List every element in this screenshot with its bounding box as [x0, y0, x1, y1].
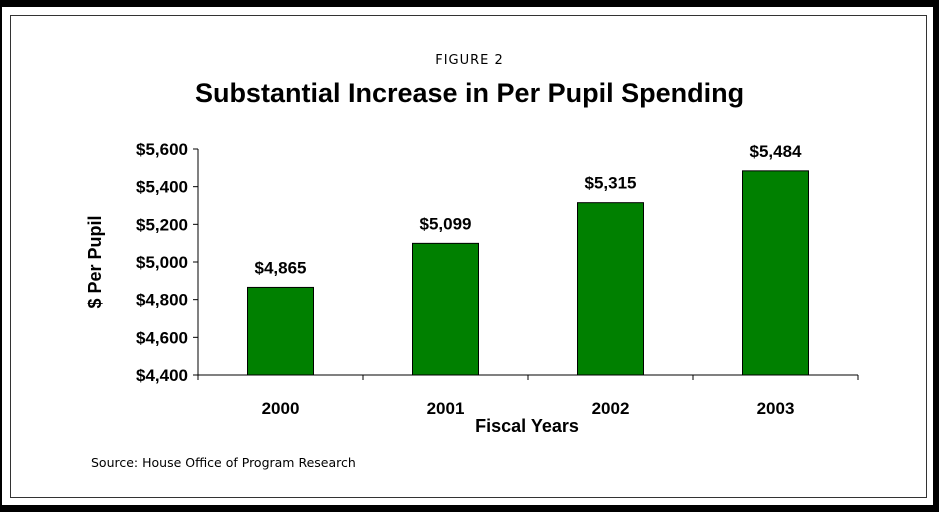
x-axis: 2000 2001 2002 2003	[197, 374, 859, 418]
y-tick-label: $4,400	[136, 366, 188, 385]
x-tick-label-2001: 2001	[427, 399, 465, 418]
bar-2003	[742, 170, 809, 376]
source-note: Source: House Office of Program Research	[91, 455, 356, 470]
x-tick-label-2003: 2003	[757, 399, 795, 418]
x-tick-label-2000: 2000	[262, 399, 300, 418]
bar-2001	[412, 242, 479, 376]
bar-2000	[247, 286, 314, 376]
y-tick-label: $5,400	[136, 178, 188, 197]
x-tick-label-2002: 2002	[592, 399, 630, 418]
data-label-2003: $5,484	[750, 142, 803, 161]
data-label-2000: $4,865	[255, 258, 307, 277]
y-tick-label: $5,000	[136, 253, 188, 272]
x-axis-title: Fiscal Years	[475, 416, 579, 436]
chart-title: Substantial Increase in Per Pupil Spendi…	[194, 78, 745, 108]
y-axis: $4,400 $4,600 $4,800 $5,000 $5,200 $5,400 $5,6…	[136, 140, 199, 385]
bars	[247, 170, 809, 376]
bar-2002	[577, 202, 644, 376]
data-label-2001: $5,099	[420, 214, 472, 233]
data-label-2002: $5,315	[585, 174, 637, 193]
figure-label: FIGURE 2	[435, 53, 504, 68]
data-labels: $4,865 $5,099 $5,315 $5,484	[255, 142, 803, 278]
chart-area-border	[10, 15, 927, 498]
y-tick-label: $5,600	[136, 140, 188, 159]
y-tick-label: $4,600	[136, 328, 188, 347]
y-tick-label: $5,200	[136, 215, 188, 234]
frame-left-edge	[0, 0, 2, 512]
y-axis-title: $ Per Pupil	[85, 215, 105, 308]
y-tick-label: $4,800	[136, 291, 188, 310]
